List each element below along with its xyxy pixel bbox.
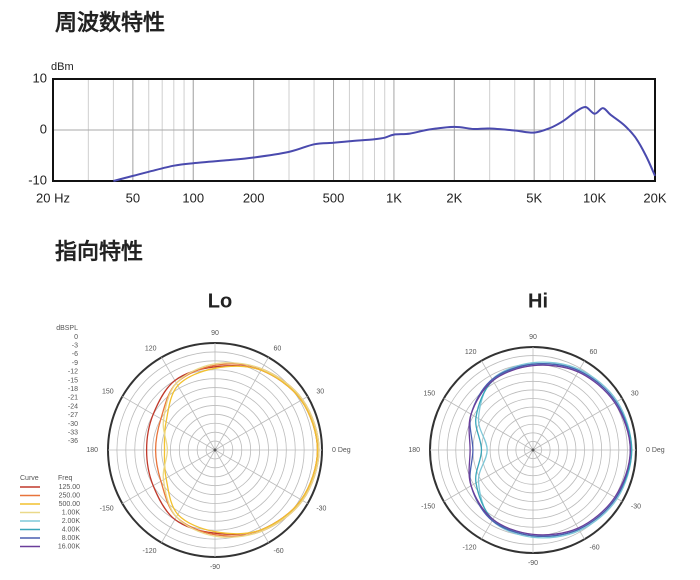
angle-spoke <box>532 398 623 451</box>
polar-curve <box>469 363 631 537</box>
angle-tick-label: -90 <box>210 564 220 571</box>
x-tick-label: 20K <box>643 190 666 205</box>
angle-tick-label: 90 <box>211 330 219 337</box>
angle-tick-label: -90 <box>528 560 538 567</box>
legend-label: 125.00 <box>59 484 81 491</box>
r-tick-label: -30 <box>68 421 78 428</box>
legend-label: 16.00K <box>58 543 81 550</box>
pole <box>213 448 217 452</box>
section-heading: 指向特性 <box>55 239 143 265</box>
angle-tick-label: 150 <box>102 388 114 395</box>
x-tick-label: 2K <box>446 190 462 205</box>
x-tick-label: 50 <box>126 190 140 205</box>
r-tick-label: -15 <box>68 377 78 384</box>
angle-tick-label: 60 <box>274 346 282 353</box>
legend-label: 250.00 <box>59 492 81 499</box>
polar-curve <box>468 364 631 536</box>
x-tick-label: 5K <box>526 190 542 205</box>
angle-spoke <box>161 449 216 543</box>
x-tick-label: 20 Hz <box>36 190 70 205</box>
r-tick-label: -9 <box>72 360 78 367</box>
r-axis-label: dBSPL <box>56 325 78 332</box>
angle-tick-label: -120 <box>142 548 156 555</box>
legend-header: Freq <box>58 475 73 482</box>
x-tick-label: 100 <box>182 190 204 205</box>
y-tick-label: 10 <box>33 70 47 85</box>
r-tick-label: -33 <box>68 430 78 437</box>
angle-tick-label: 120 <box>145 346 157 353</box>
r-tick-label: -6 <box>72 351 78 358</box>
angle-tick-label: 120 <box>465 349 477 356</box>
angle-spoke <box>532 360 585 451</box>
angle-tick-label: 60 <box>590 349 598 356</box>
angle-spoke <box>481 449 534 540</box>
x-tick-label: 200 <box>243 190 265 205</box>
angle-spoke <box>481 360 534 451</box>
angle-tick-label: -150 <box>100 505 114 512</box>
legend-label: 8.00K <box>62 535 81 542</box>
angle-spoke <box>443 449 534 502</box>
angle-spoke <box>122 449 216 504</box>
y-tick-label: 0 <box>40 121 47 136</box>
r-tick-label: -21 <box>68 395 78 402</box>
y-tick-label: -10 <box>28 172 47 187</box>
angle-tick-label: 90 <box>529 334 537 341</box>
angle-spoke <box>532 449 585 540</box>
r-tick-label: -3 <box>72 343 78 350</box>
angle-tick-label: 0 Deg <box>332 447 351 454</box>
angle-tick-label: -30 <box>316 505 326 512</box>
polar-curve <box>162 362 320 538</box>
pole <box>531 448 535 452</box>
angle-tick-label: 30 <box>316 388 324 395</box>
polar-curve <box>477 361 633 539</box>
r-tick-label: -18 <box>68 386 78 393</box>
x-tick-label: 10K <box>583 190 606 205</box>
response-line <box>113 106 656 182</box>
legend-label: 1.00K <box>62 509 81 516</box>
angle-spoke <box>443 398 534 451</box>
angle-tick-label: 180 <box>86 447 98 454</box>
legend-header: Curve <box>20 475 39 482</box>
r-tick-label: -12 <box>68 369 78 376</box>
angle-tick-label: -150 <box>421 503 435 510</box>
x-tick-label: 1K <box>386 190 402 205</box>
angle-tick-label: -30 <box>631 503 641 510</box>
polar-curve <box>163 365 319 535</box>
angle-tick-label: -60 <box>590 545 600 552</box>
section-heading: 周波数特性 <box>55 10 165 36</box>
angle-tick-label: 150 <box>423 390 435 397</box>
y-axis-label: dBm <box>51 61 74 73</box>
angle-tick-label: 0 Deg <box>646 447 665 454</box>
angle-tick-label: 180 <box>408 447 420 454</box>
angle-spoke <box>214 396 308 451</box>
x-tick-label: 500 <box>323 190 345 205</box>
r-tick-label: -24 <box>68 403 78 410</box>
chart-title: Lo <box>208 290 232 312</box>
angle-spoke <box>122 396 216 451</box>
angle-spoke <box>161 357 216 451</box>
chart-title: Hi <box>528 290 548 312</box>
angle-tick-label: -120 <box>462 545 476 552</box>
r-tick-label: -27 <box>68 412 78 419</box>
angle-spoke <box>214 357 269 451</box>
angle-tick-label: -60 <box>274 548 284 555</box>
r-tick-label: 0 <box>74 334 78 341</box>
angle-spoke <box>214 449 308 504</box>
angle-tick-label: 30 <box>631 390 639 397</box>
legend-label: 500.00 <box>59 501 81 508</box>
angle-spoke <box>532 449 623 502</box>
legend-label: 4.00K <box>62 526 81 533</box>
r-tick-label: -36 <box>68 438 78 445</box>
legend-label: 2.00K <box>62 518 81 525</box>
plot-frame <box>52 78 656 182</box>
angle-spoke <box>214 449 269 543</box>
